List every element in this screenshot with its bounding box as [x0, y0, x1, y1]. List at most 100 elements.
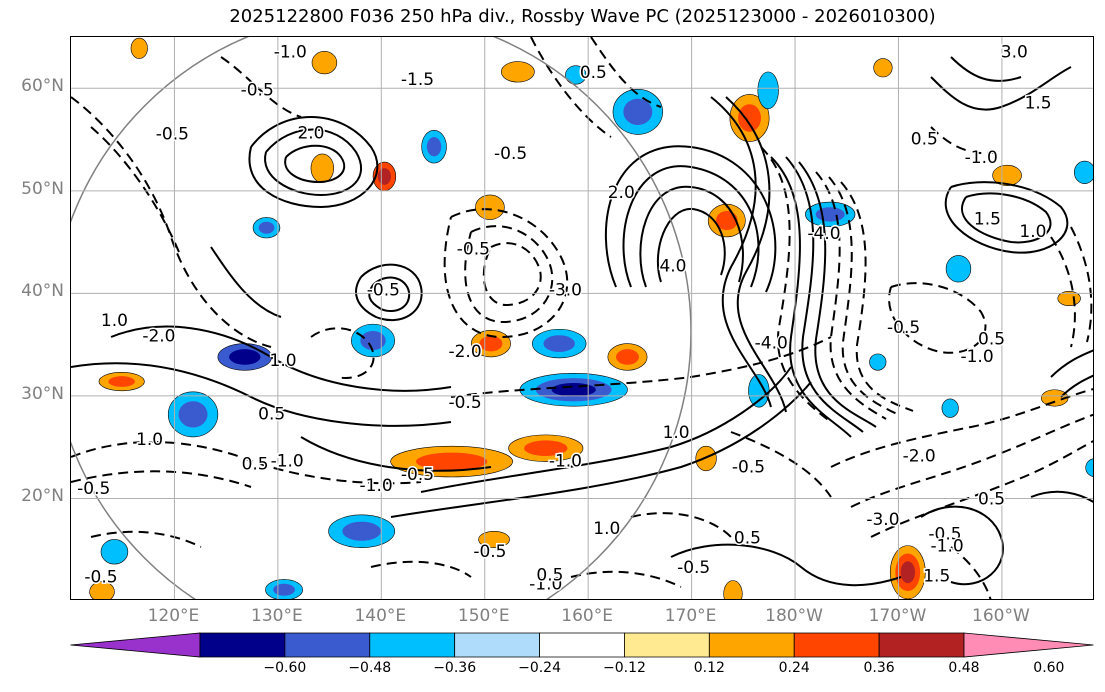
colorbar-tick: 0.24 [778, 660, 810, 676]
shaded-region-19 [757, 71, 779, 110]
lon-label: 150°E [457, 606, 510, 626]
contour-label: 1.0 [270, 351, 297, 371]
shade-layer [342, 521, 381, 541]
lon-label: 130°E [251, 606, 303, 626]
colorbar-bin [454, 632, 540, 658]
lat-label: 60°N [21, 76, 64, 97]
shaded-region-2 [508, 434, 584, 462]
shaded-region-13 [707, 203, 746, 238]
shade-layer [130, 37, 148, 59]
colorbar-bin [369, 632, 456, 658]
contour-label: -0.5 [457, 239, 490, 259]
contour-label: -0.5 [448, 393, 481, 413]
shade-layer [377, 168, 392, 185]
contour-label: -1.0 [549, 452, 582, 472]
colorbar-tick: −0.24 [518, 660, 561, 676]
shaded-region-33 [869, 353, 887, 371]
shade-layer [723, 580, 743, 599]
shaded-region-17 [252, 217, 281, 239]
contour-label: -4.0 [755, 334, 788, 354]
shade-layer [178, 401, 208, 428]
contour-label: 0.5 [978, 489, 1005, 509]
contour-label: 1.5 [923, 566, 950, 586]
shade-layer [479, 335, 503, 352]
shaded-region-27 [478, 530, 510, 548]
contour-label: -1.0 [360, 476, 393, 496]
shade-layer [500, 61, 535, 83]
focus-circle [71, 37, 692, 599]
shade-layer [100, 539, 129, 565]
colorbar-bin [539, 632, 625, 658]
colorbar-tick: 0.48 [948, 660, 980, 676]
colorbar-tick: −0.36 [433, 660, 477, 676]
shade-layer [229, 349, 261, 365]
colorbar-extend-low [70, 632, 201, 658]
colorbar-tick: 0.12 [693, 660, 725, 676]
contour-label: -0.5 [156, 124, 189, 144]
shade-layer [945, 255, 972, 283]
colorbar-tick: 0.36 [863, 660, 895, 676]
contour-label: -0.5 [367, 280, 400, 300]
shaded-region-41 [873, 58, 893, 78]
lat-label: 40°N [21, 281, 64, 302]
shaded-region-6 [351, 323, 396, 358]
contour-label: 0.5 [978, 330, 1005, 350]
lon-label: 120°E [147, 606, 200, 626]
contour-label: -0.5 [77, 479, 110, 499]
shaded-region-38 [89, 581, 115, 599]
shaded-region-3 [217, 343, 272, 371]
contour-label: 1.0 [663, 423, 690, 443]
colorbar-bin [199, 632, 286, 658]
contour-label: 1.0 [101, 311, 128, 331]
colorbar-bin [708, 632, 795, 658]
shade-layer [416, 452, 488, 471]
contour-label: -0.5 [677, 558, 710, 578]
contour-label: -1.0 [271, 452, 304, 472]
shaded-region-16 [311, 51, 338, 75]
shade-layer [873, 58, 893, 78]
contour-label: -2.0 [142, 326, 175, 346]
contour-label: 0.5 [536, 565, 563, 585]
shaded-region-32 [941, 398, 959, 418]
contour-label: 1.0 [593, 519, 620, 539]
shade-layer [310, 153, 335, 183]
colorbar [70, 632, 1094, 658]
shade-layer [1074, 160, 1093, 184]
shaded-region-4 [167, 391, 219, 438]
shaded-region-35 [1085, 458, 1093, 478]
shade-layer [108, 376, 135, 387]
lon-label: 170°W [868, 606, 927, 626]
contour-label: -1.0 [274, 42, 307, 62]
contour-label: -1.0 [529, 575, 562, 595]
colorbar-tick: −0.60 [263, 660, 307, 676]
shade-layer [543, 335, 575, 352]
contour-label: -2.0 [448, 342, 481, 362]
contour-label: -0.5 [887, 318, 920, 338]
shaded-region-9 [328, 514, 396, 548]
shaded-region-25 [945, 255, 972, 283]
colorbar-bin [878, 632, 965, 658]
colorbar-bin [624, 632, 710, 658]
lat-label: 20°N [21, 486, 64, 507]
colorbar-tick: −0.12 [602, 660, 646, 676]
map-title: 2025122800 F036 250 hPa div., Rossby Wav… [229, 6, 936, 27]
contour-label: 0.5 [580, 63, 607, 83]
contour-label: -1.0 [965, 148, 998, 168]
shaded-region-20 [421, 130, 447, 164]
shaded-region-5 [532, 328, 587, 359]
shade-layer [1085, 458, 1093, 478]
shaded-region-14 [889, 545, 926, 599]
shade-layer [478, 530, 510, 548]
map-panel: -1.0 3.0 -0.5 -1.5 0.5 -0.5 2.0 -0.5 0.5 -1.0 1.5 2… [70, 36, 1094, 600]
contour-label: 0.5 [242, 455, 269, 475]
colorbar-tick: 0.60 [1033, 660, 1065, 676]
shade-layer [475, 194, 505, 220]
shade-layer [715, 210, 738, 231]
shade-layer [616, 349, 639, 365]
shade-layer [869, 353, 887, 371]
contour-label: -1.0 [931, 537, 964, 557]
map-canvas: -1.0 3.0-0.5-1.5 0.5-0.5 2.0-0.50.5-1.01.52… [71, 37, 1093, 599]
graticule [71, 37, 1093, 599]
contour-label: -2.0 [903, 446, 936, 466]
contour-label: 0.5 [734, 528, 761, 548]
